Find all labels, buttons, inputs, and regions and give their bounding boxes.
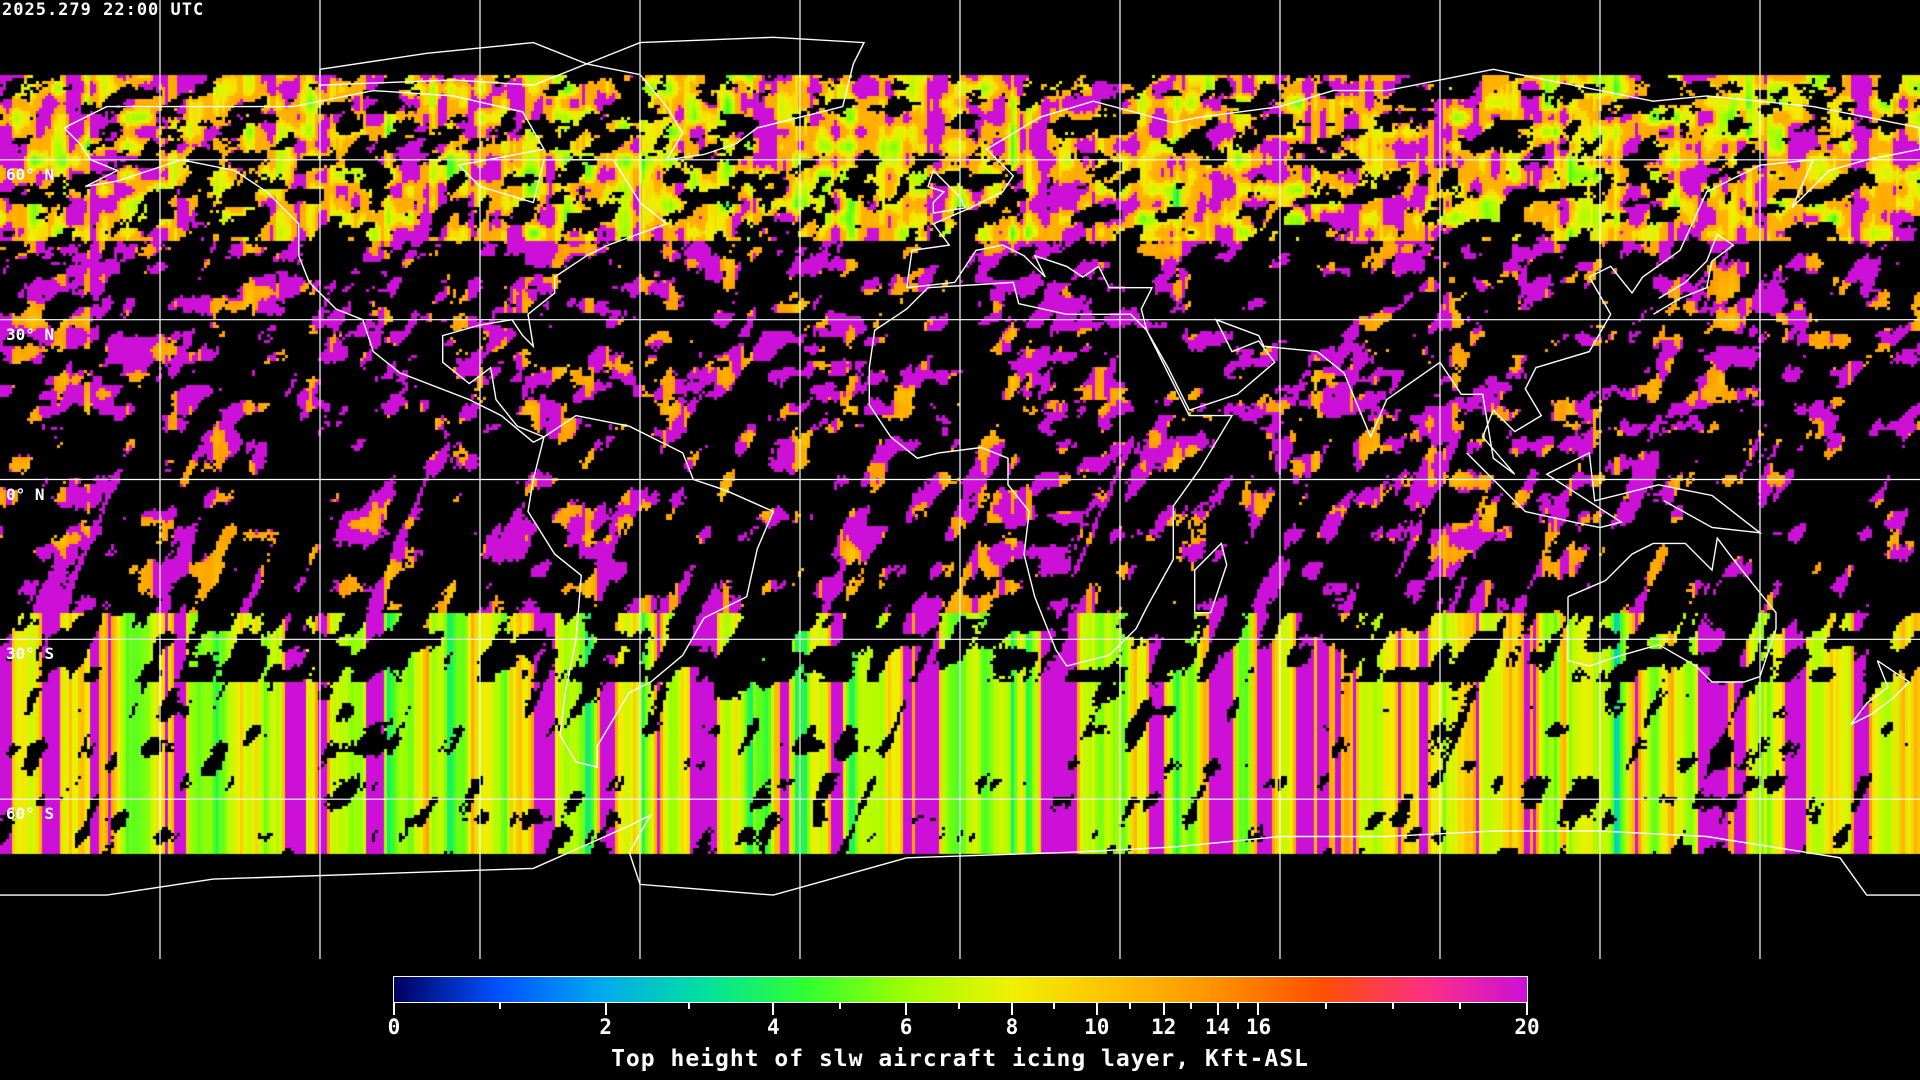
colorbar-ticks: 0 2 4 6 8 10 12 14 16 20 <box>388 1003 1540 1043</box>
tick-label: 16 <box>1245 1015 1272 1039</box>
minor-tick <box>1129 1003 1132 1009</box>
major-tick <box>393 1003 395 1015</box>
coastline-new-zealand <box>1850 660 1911 726</box>
colorbar <box>393 976 1528 1003</box>
minor-tick <box>1053 1003 1056 1009</box>
colorbar-title: Top height of slw aircraft icing layer, … <box>611 1046 1309 1072</box>
tick-label: 14 <box>1204 1015 1231 1039</box>
coastline-madagascar <box>1193 542 1228 614</box>
coastline-greenland <box>584 36 866 161</box>
minor-tick <box>1189 1003 1192 1009</box>
minor-tick <box>498 1003 501 1009</box>
minor-tick <box>838 1003 841 1009</box>
tick-label: 8 <box>1005 1015 1019 1039</box>
minor-tick <box>1458 1003 1461 1009</box>
coastline-antarctica <box>0 813 1920 896</box>
coastline-north-america <box>63 89 669 444</box>
timestamp: 2025.279 22:00 UTC <box>2 0 205 20</box>
coastline-eurasia <box>906 68 1920 475</box>
minor-tick <box>1237 1003 1240 1009</box>
lat-label: 0° N <box>6 484 45 504</box>
tick-label: 12 <box>1150 1015 1177 1039</box>
minor-tick <box>1324 1003 1327 1009</box>
coastline-uk <box>927 169 967 214</box>
major-tick <box>905 1003 908 1015</box>
coastline-africa <box>868 281 1234 667</box>
minor-tick <box>958 1003 961 1009</box>
major-tick <box>1010 1003 1013 1015</box>
map-overlay <box>0 0 1920 959</box>
major-tick <box>1216 1003 1219 1015</box>
tick-label: 20 <box>1514 1015 1540 1039</box>
lat-label: 60° S <box>6 804 55 824</box>
tick-label: 2 <box>599 1015 612 1039</box>
major-tick <box>604 1003 607 1015</box>
lat-label: 30° N <box>6 324 55 344</box>
coastline-japan <box>1652 233 1735 315</box>
tick-label: 0 <box>387 1015 401 1039</box>
icing-map <box>0 0 1920 959</box>
lat-label: 30° S <box>6 644 55 664</box>
major-tick <box>772 1003 775 1015</box>
coastline-indonesia <box>1466 451 1763 534</box>
coastline-australia <box>1567 536 1777 683</box>
coastline-south-america <box>527 414 775 769</box>
major-tick <box>1162 1003 1165 1015</box>
major-tick <box>1526 1003 1528 1015</box>
tick-label: 4 <box>767 1015 780 1039</box>
lat-label: 60° N <box>6 164 55 184</box>
major-tick <box>1095 1003 1098 1015</box>
minor-tick <box>1391 1003 1394 1009</box>
tick-label: 6 <box>899 1015 913 1039</box>
coastline-arctic-islands <box>319 41 589 86</box>
tick-label: 10 <box>1084 1015 1110 1039</box>
minor-tick <box>688 1003 691 1009</box>
major-tick <box>1257 1003 1260 1015</box>
